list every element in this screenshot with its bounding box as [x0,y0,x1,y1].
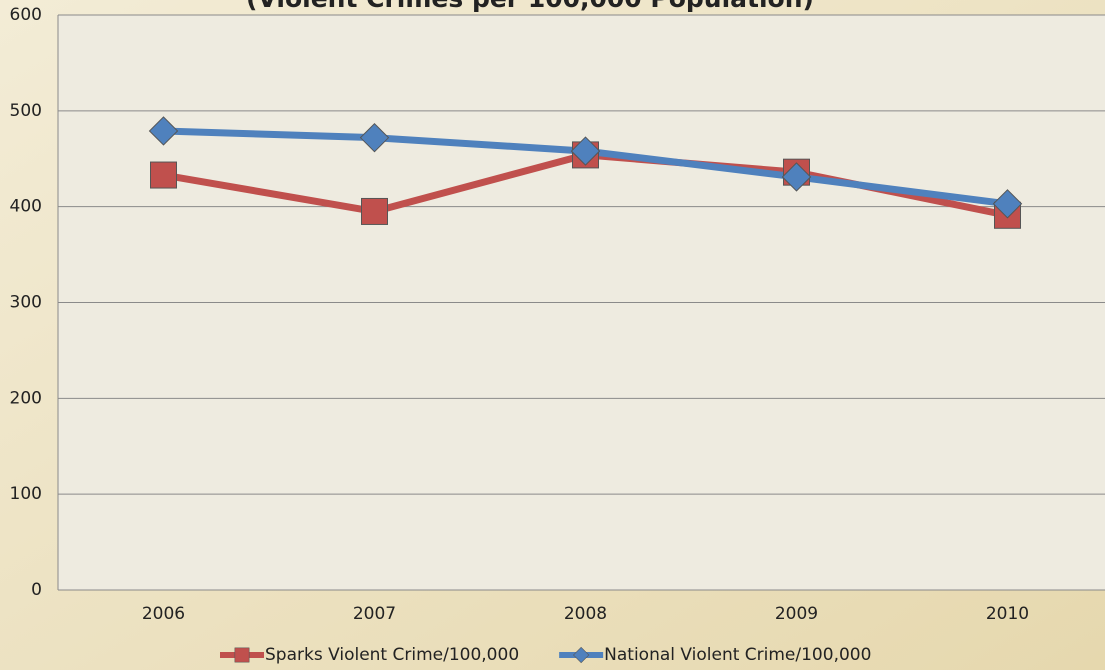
x-tick-label: 2010 [986,604,1029,624]
x-tick-label: 2008 [564,604,607,624]
data-point [570,136,601,166]
data-point [359,122,390,153]
marks [148,116,1023,229]
data-point [361,197,388,225]
legend-marker [234,647,250,663]
data-point [150,161,177,189]
y-tick-label: 400 [10,197,42,217]
grid: 0 100 200 300 400 500 600 2006 2007 2008 2009 2010 [10,5,1105,624]
y-tick-label: 200 [10,388,42,408]
legend-label: Sparks Violent Crime/100,000 [265,645,519,665]
y-tick-label: 500 [10,101,42,121]
y-tick-label: 100 [10,484,42,504]
y-tick-label: 600 [10,5,42,25]
chart-title: (Violent Crimes per 100,000 Population) [246,0,814,13]
data-point [148,116,179,146]
legend: Sparks Violent Crime/100,000 National Vio… [220,645,871,665]
y-tick-label: 300 [10,293,42,313]
x-tick-label: 2006 [142,604,185,624]
data-point [992,189,1023,219]
x-tick-label: 2009 [775,604,818,624]
legend-label: National Violent Crime/100,000 [604,645,871,665]
x-tick-label: 2007 [353,604,396,624]
legend-marker [573,646,590,664]
data-point [781,162,812,192]
y-tick-label: 0 [31,580,42,600]
